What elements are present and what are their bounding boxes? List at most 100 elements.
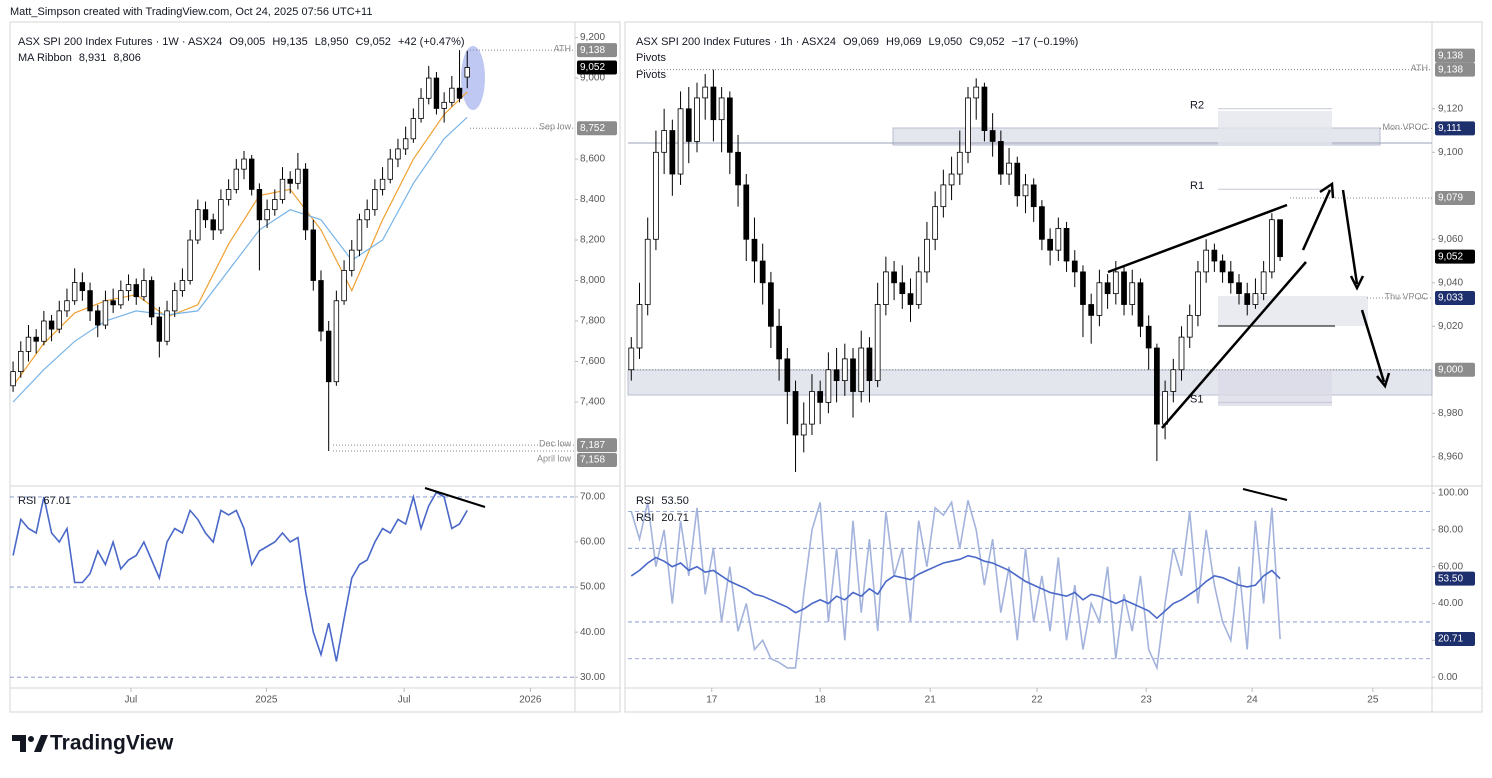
- candle-body: [685, 108, 692, 142]
- right-frame: [624, 21, 1483, 713]
- price-tag: [577, 121, 617, 136]
- candle-body: [915, 271, 922, 305]
- candle-body: [433, 77, 440, 109]
- candle-body: [95, 310, 101, 326]
- level-label: ATH: [1411, 63, 1428, 73]
- price-tag-label: 9,138: [1438, 50, 1463, 61]
- price-tag-label: 9,138: [1438, 64, 1463, 75]
- logo-mark: [34, 735, 48, 752]
- candle-body: [1080, 271, 1086, 305]
- candle-body: [164, 310, 170, 342]
- x-tick-label: 23: [1141, 695, 1153, 706]
- candle-body: [364, 209, 370, 221]
- level-label: Sep low: [539, 122, 572, 132]
- rsi-legend: 20.71: [661, 512, 689, 524]
- legend-text: O9,069: [843, 36, 879, 48]
- candle-body: [1178, 336, 1185, 371]
- candle-body: [18, 350, 24, 373]
- plot-layer: 7,400 7,600 7,800 8,000 8,200 8,400 8,600 9,000…: [10, 32, 1475, 706]
- arrow-head: [1349, 275, 1365, 291]
- x-tick-label: 17: [706, 695, 718, 706]
- candle-body: [1277, 219, 1283, 258]
- logo-mark: [28, 736, 34, 742]
- candle-body: [636, 304, 643, 349]
- pivot-label: S1: [1190, 393, 1203, 405]
- ma-line: [12, 91, 468, 387]
- candle-body: [1104, 282, 1111, 295]
- rsi-trend-line: [1242, 488, 1288, 501]
- y-tick-label: 9,120: [1438, 103, 1463, 114]
- candle-body: [661, 130, 667, 153]
- candle-body: [1112, 271, 1119, 295]
- y-tick-label: 9,200: [580, 32, 605, 43]
- legend-text: ASX SPI 200 Index Futures · 1h · ASX24: [636, 36, 836, 48]
- y-tick-label: 8,200: [580, 235, 605, 246]
- candle-body: [956, 151, 963, 175]
- candle-body: [1129, 282, 1136, 305]
- y-tick-label: 30.00: [580, 672, 605, 683]
- candle-body: [891, 271, 897, 284]
- candle-body: [418, 97, 424, 119]
- candle-body: [1006, 162, 1012, 175]
- candle-body: [792, 391, 799, 436]
- candle-body: [874, 304, 881, 382]
- candle-body: [653, 151, 659, 240]
- candle-body: [356, 219, 363, 251]
- candle-body: [287, 178, 293, 184]
- y-tick-label: 9,040: [1438, 277, 1463, 288]
- rsi-line: [630, 500, 1281, 671]
- indicator-legend: Pivots: [636, 69, 666, 81]
- candle-body: [264, 209, 270, 221]
- price-tag: [1435, 249, 1475, 264]
- candle-body: [1195, 271, 1201, 316]
- logo-mark: [12, 735, 26, 752]
- pivot-zone: [1218, 370, 1332, 406]
- candle-body: [202, 209, 209, 221]
- candle-body: [628, 347, 635, 371]
- price-tag: [577, 438, 617, 453]
- candle-body: [1039, 206, 1045, 240]
- pivot-label: R2: [1190, 100, 1204, 112]
- trend-line: [1107, 203, 1288, 274]
- candle-body: [800, 423, 807, 436]
- candle-body: [1170, 369, 1177, 392]
- legend-text: H9,135: [272, 36, 307, 48]
- price-tag-label: 9,052: [1438, 251, 1463, 262]
- candle-body: [726, 97, 733, 153]
- candle-body: [1219, 260, 1226, 273]
- candle-body: [1236, 282, 1242, 295]
- candle-body: [248, 158, 255, 190]
- candle-body: [256, 189, 263, 221]
- candle-body: [349, 249, 355, 271]
- candle-body: [71, 282, 78, 302]
- x-tick-label: Jul: [398, 695, 411, 706]
- pivot-label: R1: [1190, 180, 1204, 192]
- candle-body: [179, 280, 186, 292]
- candle-body: [156, 316, 163, 342]
- rsi-legend: 67.01: [43, 495, 71, 507]
- candle-body: [218, 199, 224, 231]
- legend-text: C9,052: [355, 36, 390, 48]
- candle-body: [1145, 325, 1152, 349]
- rsi-legend: RSI: [18, 495, 36, 507]
- price-tag-label: 9,033: [1438, 293, 1463, 304]
- candle-body: [644, 238, 651, 305]
- candle-body: [48, 320, 55, 330]
- candle-body: [395, 148, 401, 160]
- candle-body: [965, 97, 971, 153]
- candle-body: [1030, 184, 1037, 208]
- candle-body: [858, 347, 865, 392]
- highlight: [461, 46, 485, 110]
- candle-body: [1047, 238, 1053, 251]
- candle-body: [225, 189, 232, 200]
- candle-body: [456, 87, 463, 99]
- rsi-line: [12, 491, 468, 662]
- left-frame: [9, 21, 621, 713]
- candle-body: [702, 86, 709, 99]
- candle-body: [1022, 184, 1029, 197]
- candle-body: [907, 293, 914, 305]
- y-tick-label: 40.00: [1438, 598, 1463, 609]
- x-tick-label: 21: [925, 695, 937, 706]
